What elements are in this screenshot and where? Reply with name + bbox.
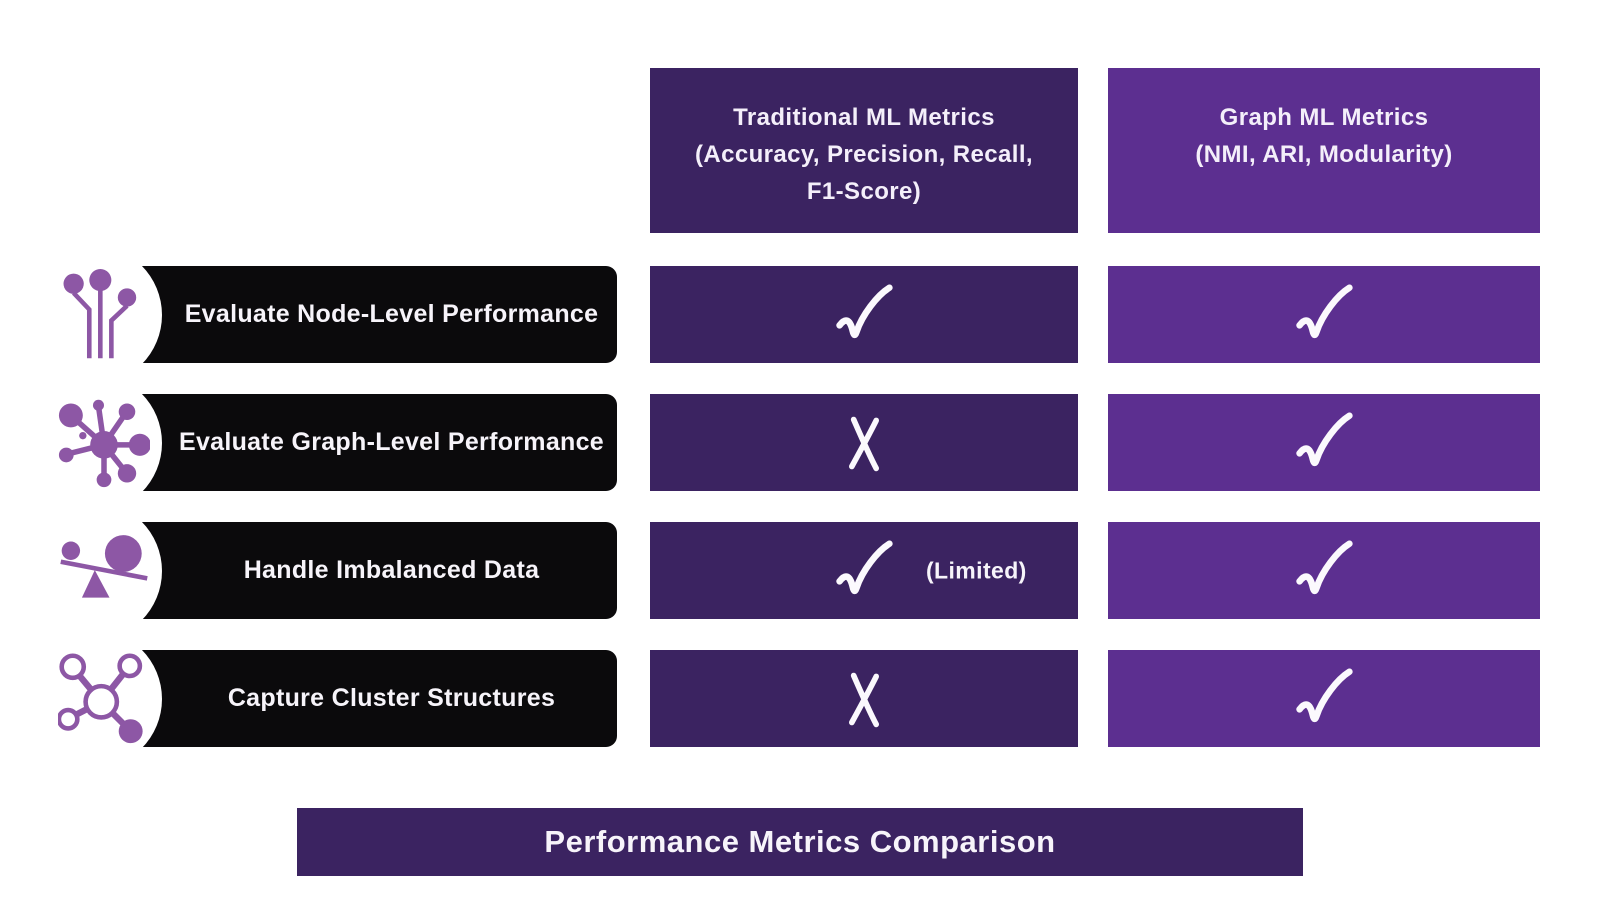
cell-traditional-row3: (Limited) — [650, 522, 1078, 619]
cell-traditional-row1 — [650, 266, 1078, 363]
check-mark-icon — [836, 283, 893, 338]
row-label-evaluate-node-level: Evaluate Node-Level Performance — [22, 245, 617, 385]
check-mark-icon — [1296, 539, 1353, 594]
check-mark-icon — [1296, 411, 1353, 466]
network-hub-icon — [58, 399, 150, 487]
cell-graph-row3 — [1108, 522, 1540, 619]
header-line: (NMI, ARI, Modularity) — [1195, 141, 1453, 168]
header-line: Traditional ML Metrics — [733, 104, 995, 131]
header-line: F1-Score) — [806, 178, 922, 205]
mark-slot — [1290, 539, 1358, 602]
mark-slot — [841, 668, 887, 730]
mark-slot — [841, 412, 887, 474]
cell-graph-row4 — [1108, 650, 1540, 747]
header-line: Graph ML Metrics — [1219, 104, 1429, 131]
icon-notch — [22, 501, 162, 641]
node-pins-icon — [63, 268, 137, 358]
check-mark-icon — [1296, 283, 1353, 338]
row-label-text: Capture Cluster Structures — [227, 684, 556, 712]
cell-traditional-row2 — [650, 394, 1078, 491]
check-mark-icon — [836, 539, 893, 594]
column-header-graph-ml: Graph ML Metrics (NMI, ARI, Modularity) — [1108, 68, 1540, 233]
footer-title: Performance Metrics Comparison — [544, 824, 1056, 859]
row-label-text: Handle Imbalanced Data — [243, 556, 540, 584]
mark-slot — [830, 283, 898, 346]
cell-graph-row2 — [1108, 394, 1540, 491]
cluster-graph-icon — [58, 652, 143, 743]
cell-traditional-row4 — [650, 650, 1078, 747]
icon-notch — [22, 245, 162, 385]
cross-mark-icon — [848, 416, 880, 471]
mark-slot — [1290, 411, 1358, 474]
row-label-text: Evaluate Node-Level Performance — [184, 300, 599, 328]
balance-scale-icon — [60, 534, 148, 598]
mark-slot — [830, 539, 898, 602]
cell-note: (Limited) — [926, 557, 1027, 583]
row-label-handle-imbalanced-data: Handle Imbalanced Data — [22, 501, 617, 641]
column-header-traditional-ml: Traditional ML Metrics (Accuracy, Precis… — [650, 68, 1078, 233]
mark-slot — [1290, 667, 1358, 730]
cross-mark-icon — [848, 672, 880, 727]
row-label-evaluate-graph-level: Evaluate Graph-Level Performance — [22, 373, 617, 513]
check-mark-icon — [1296, 667, 1353, 722]
header-line: (Accuracy, Precision, Recall, — [695, 141, 1033, 168]
row-label-text: Evaluate Graph-Level Performance — [178, 428, 605, 456]
row-label-capture-cluster-structures: Capture Cluster Structures — [22, 629, 617, 769]
cell-graph-row1 — [1108, 266, 1540, 363]
mark-slot — [1290, 283, 1358, 346]
footer-title-bar: Performance Metrics Comparison — [297, 808, 1303, 876]
